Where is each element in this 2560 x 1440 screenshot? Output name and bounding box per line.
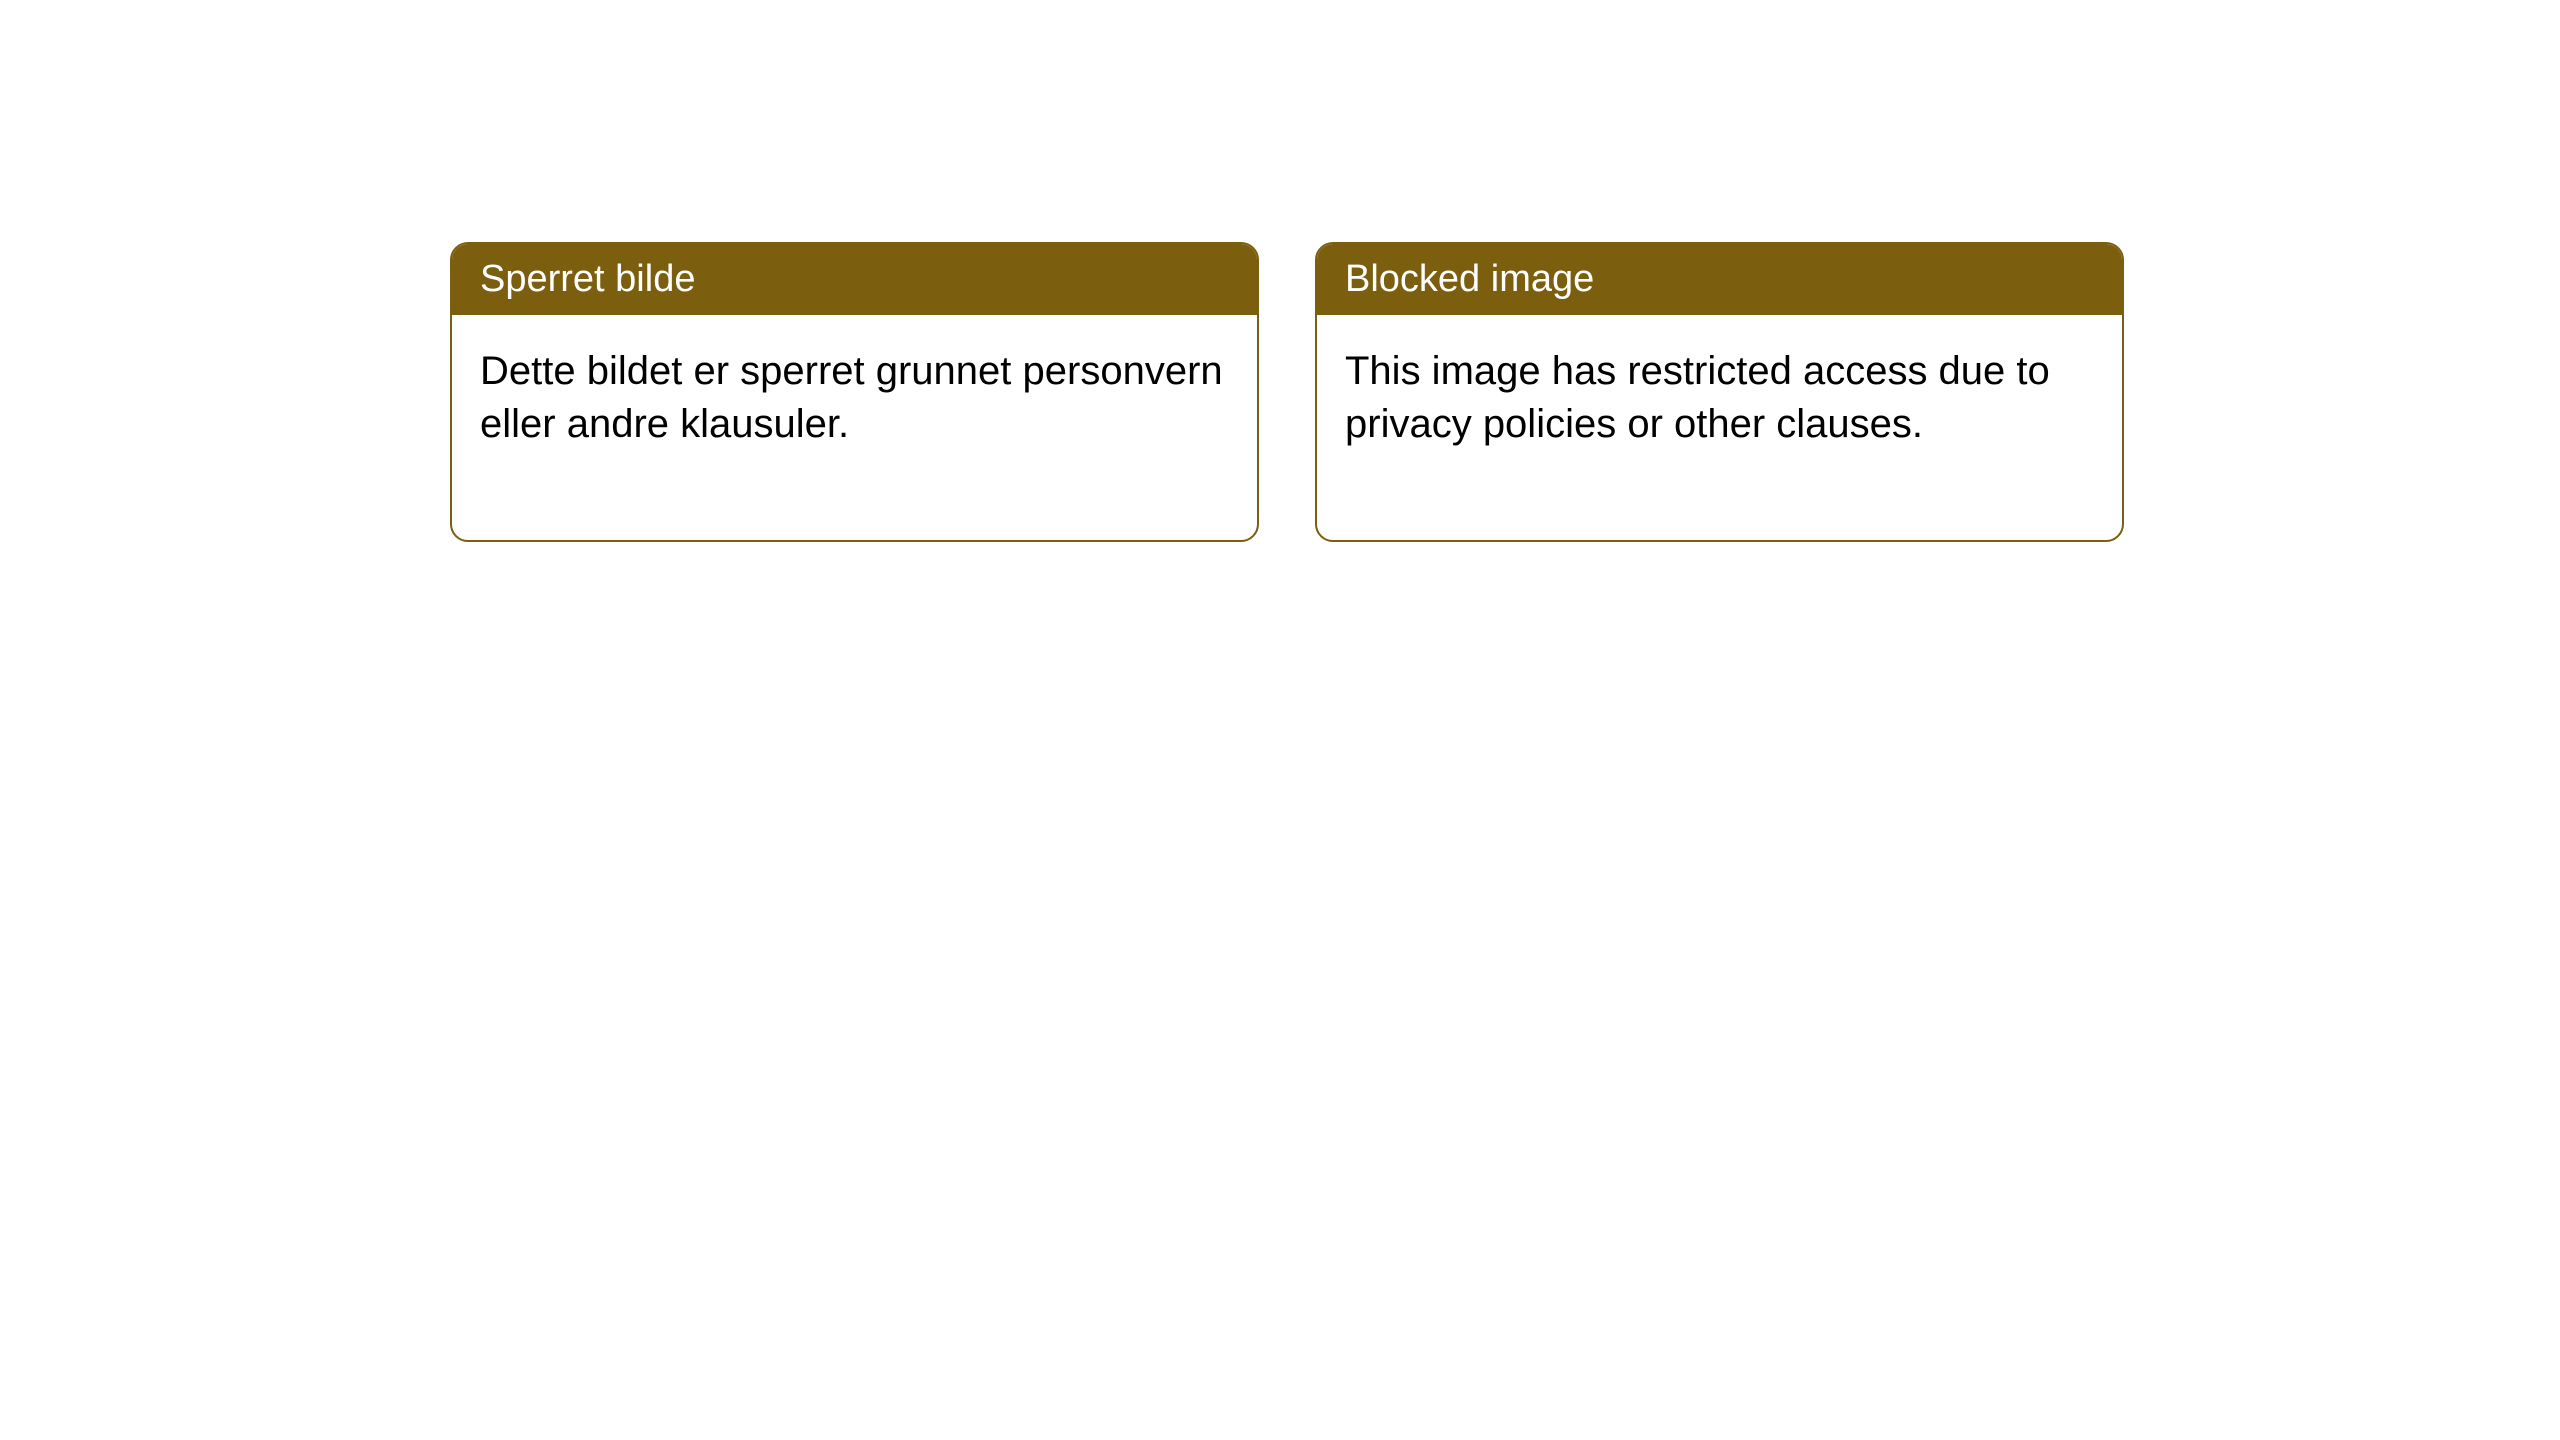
notice-title: Blocked image <box>1345 258 1594 300</box>
notice-header: Blocked image <box>1317 244 2122 315</box>
notice-container: Sperret bilde Dette bildet er sperret gr… <box>450 242 2124 542</box>
notice-title: Sperret bilde <box>480 258 695 300</box>
notice-message: This image has restricted access due to … <box>1345 349 2050 446</box>
notice-box-norwegian: Sperret bilde Dette bildet er sperret gr… <box>450 242 1259 542</box>
notice-body: Dette bildet er sperret grunnet personve… <box>452 315 1257 540</box>
notice-message: Dette bildet er sperret grunnet personve… <box>480 349 1223 446</box>
notice-header: Sperret bilde <box>452 244 1257 315</box>
notice-body: This image has restricted access due to … <box>1317 315 2122 540</box>
notice-box-english: Blocked image This image has restricted … <box>1315 242 2124 542</box>
